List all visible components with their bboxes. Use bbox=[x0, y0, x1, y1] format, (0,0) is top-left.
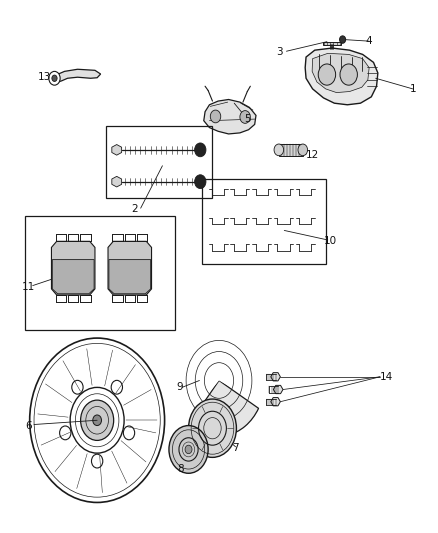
Circle shape bbox=[194, 175, 206, 189]
Circle shape bbox=[185, 445, 192, 454]
Circle shape bbox=[49, 71, 60, 85]
Text: 7: 7 bbox=[232, 443, 239, 453]
Circle shape bbox=[81, 400, 114, 440]
Polygon shape bbox=[112, 144, 122, 155]
Circle shape bbox=[240, 111, 251, 123]
Text: 9: 9 bbox=[177, 382, 183, 392]
Polygon shape bbox=[322, 42, 341, 45]
Polygon shape bbox=[112, 176, 122, 187]
Text: 5: 5 bbox=[244, 114, 251, 124]
Text: 4: 4 bbox=[366, 36, 372, 46]
Text: 2: 2 bbox=[131, 204, 138, 214]
Bar bbox=[25, 216, 176, 330]
Polygon shape bbox=[204, 100, 256, 134]
Text: 13: 13 bbox=[37, 71, 51, 82]
Text: 3: 3 bbox=[277, 47, 283, 56]
Circle shape bbox=[210, 110, 221, 123]
Circle shape bbox=[298, 144, 307, 156]
Text: 8: 8 bbox=[177, 464, 184, 474]
Polygon shape bbox=[312, 53, 369, 93]
Bar bbox=[279, 144, 303, 156]
Wedge shape bbox=[190, 381, 258, 436]
Polygon shape bbox=[109, 260, 151, 294]
Polygon shape bbox=[271, 398, 280, 406]
Circle shape bbox=[339, 36, 346, 43]
Circle shape bbox=[52, 75, 57, 82]
Text: 11: 11 bbox=[22, 281, 35, 292]
Polygon shape bbox=[52, 260, 94, 294]
Text: 14: 14 bbox=[380, 372, 393, 382]
Circle shape bbox=[93, 415, 102, 425]
Circle shape bbox=[318, 64, 336, 85]
Polygon shape bbox=[305, 48, 378, 105]
Polygon shape bbox=[108, 241, 152, 295]
Text: 6: 6 bbox=[25, 421, 32, 431]
Text: 10: 10 bbox=[323, 236, 336, 246]
Circle shape bbox=[169, 425, 208, 473]
Text: 1: 1 bbox=[410, 84, 416, 94]
Polygon shape bbox=[54, 69, 101, 82]
Text: 12: 12 bbox=[306, 150, 319, 160]
Circle shape bbox=[188, 399, 237, 457]
Polygon shape bbox=[51, 241, 95, 295]
Circle shape bbox=[340, 64, 357, 85]
Bar bbox=[201, 179, 325, 264]
Bar bbox=[106, 126, 212, 198]
Circle shape bbox=[194, 143, 206, 157]
Polygon shape bbox=[273, 385, 283, 394]
Polygon shape bbox=[271, 373, 280, 381]
Wedge shape bbox=[171, 322, 267, 422]
Circle shape bbox=[274, 144, 284, 156]
